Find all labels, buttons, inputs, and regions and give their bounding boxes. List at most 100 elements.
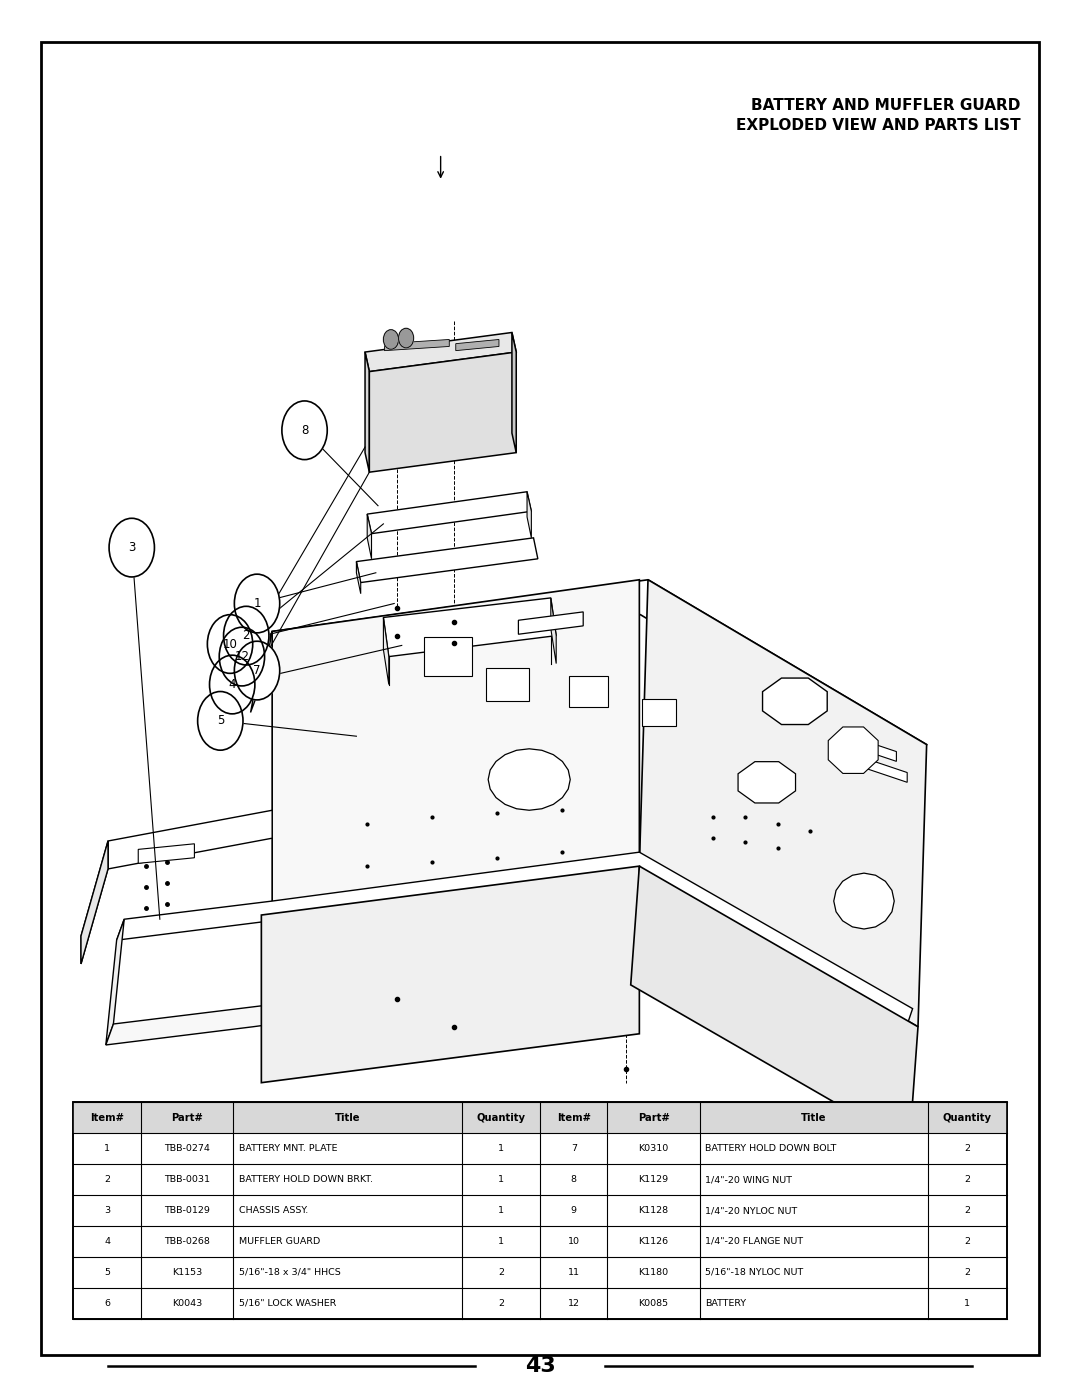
Polygon shape [384, 339, 449, 351]
Polygon shape [834, 873, 894, 929]
Polygon shape [365, 332, 516, 372]
Polygon shape [367, 514, 372, 559]
Circle shape [109, 518, 154, 577]
Text: 3: 3 [104, 1206, 110, 1215]
Polygon shape [512, 332, 516, 453]
Text: 1/4"-20 WING NUT: 1/4"-20 WING NUT [705, 1175, 793, 1185]
Polygon shape [762, 678, 827, 725]
Text: 5/16"-18 NYLOC NUT: 5/16"-18 NYLOC NUT [705, 1268, 804, 1277]
Polygon shape [828, 726, 878, 774]
Text: 11: 11 [640, 1166, 656, 1180]
Text: 2: 2 [498, 1268, 504, 1277]
Polygon shape [738, 761, 796, 803]
Text: BATTERY: BATTERY [705, 1299, 746, 1308]
Text: Part#: Part# [638, 1112, 670, 1123]
Polygon shape [81, 841, 108, 964]
Text: K0310: K0310 [638, 1144, 669, 1153]
Polygon shape [518, 612, 583, 634]
Polygon shape [106, 919, 124, 1045]
Polygon shape [639, 580, 927, 1027]
Text: 8: 8 [301, 423, 308, 437]
Text: K0085: K0085 [638, 1299, 669, 1308]
Circle shape [210, 655, 255, 714]
Text: 7: 7 [254, 664, 260, 678]
Text: K0043: K0043 [172, 1299, 202, 1308]
Text: 2: 2 [964, 1144, 971, 1153]
Circle shape [207, 615, 253, 673]
Polygon shape [117, 852, 913, 1031]
Text: K1129: K1129 [638, 1175, 669, 1185]
Text: 1: 1 [498, 1175, 504, 1185]
Polygon shape [81, 841, 108, 964]
Text: 2: 2 [243, 629, 249, 643]
Text: TBB-0268: TBB-0268 [164, 1236, 210, 1246]
Text: BATTERY HOLD DOWN BOLT: BATTERY HOLD DOWN BOLT [705, 1144, 837, 1153]
Polygon shape [356, 562, 361, 594]
Polygon shape [251, 631, 272, 712]
Bar [73, 1102, 1007, 1319]
Text: 6: 6 [104, 1299, 110, 1308]
Text: K1126: K1126 [638, 1236, 669, 1246]
Text: 12: 12 [568, 1299, 580, 1308]
Text: 2: 2 [964, 1236, 971, 1246]
Text: 1: 1 [498, 1206, 504, 1215]
Polygon shape [367, 492, 531, 534]
Polygon shape [259, 580, 927, 778]
Circle shape [625, 1144, 671, 1203]
Polygon shape [261, 866, 639, 1083]
Polygon shape [106, 957, 905, 1132]
Text: TBB-0031: TBB-0031 [164, 1175, 211, 1185]
Text: 10: 10 [568, 1236, 580, 1246]
Text: TBB-0274: TBB-0274 [164, 1144, 210, 1153]
Text: BATTERY MNT. PLATE: BATTERY MNT. PLATE [239, 1144, 337, 1153]
Text: MUFFLER GUARD: MUFFLER GUARD [239, 1236, 320, 1246]
Circle shape [219, 627, 265, 686]
Text: 5: 5 [104, 1268, 110, 1277]
Bar [73, 1102, 1007, 1319]
Text: BATTERY AND MUFFLER GUARD
EXPLODED VIEW AND PARTS LIST: BATTERY AND MUFFLER GUARD EXPLODED VIEW … [735, 98, 1021, 133]
Text: TBB-0129: TBB-0129 [164, 1206, 210, 1215]
Polygon shape [631, 866, 918, 1146]
Circle shape [399, 1133, 444, 1192]
Polygon shape [853, 754, 907, 782]
Text: 9: 9 [418, 1155, 424, 1169]
Polygon shape [424, 637, 472, 676]
Text: Quantity: Quantity [943, 1112, 991, 1123]
Text: Quantity: Quantity [476, 1112, 525, 1123]
Circle shape [224, 606, 269, 665]
Polygon shape [383, 598, 556, 657]
Polygon shape [488, 749, 570, 810]
Text: K1180: K1180 [638, 1268, 669, 1277]
Text: Item#: Item# [557, 1112, 591, 1123]
Text: Item#: Item# [91, 1112, 124, 1123]
Circle shape [647, 1112, 692, 1171]
Text: 4: 4 [229, 678, 235, 692]
Circle shape [234, 641, 280, 700]
Text: 7: 7 [570, 1144, 577, 1153]
Polygon shape [383, 617, 389, 685]
Text: Title: Title [335, 1112, 361, 1123]
Text: 5: 5 [217, 714, 224, 728]
Text: Title: Title [801, 1112, 827, 1123]
Text: K1153: K1153 [172, 1268, 202, 1277]
Text: 6: 6 [666, 1134, 673, 1148]
Polygon shape [456, 339, 499, 351]
Text: CHASSIS ASSY.: CHASSIS ASSY. [239, 1206, 308, 1215]
Polygon shape [569, 676, 608, 707]
Polygon shape [551, 598, 556, 664]
Polygon shape [356, 538, 538, 583]
Text: 2: 2 [498, 1299, 504, 1308]
Text: 3: 3 [129, 541, 135, 555]
Text: 2: 2 [964, 1206, 971, 1215]
Circle shape [282, 401, 327, 460]
Text: 1: 1 [254, 597, 260, 610]
Text: 1: 1 [498, 1236, 504, 1246]
Circle shape [399, 328, 414, 348]
Circle shape [198, 692, 243, 750]
Text: 2: 2 [104, 1175, 110, 1185]
Text: 43: 43 [525, 1356, 555, 1376]
Polygon shape [272, 580, 639, 915]
Text: 10: 10 [222, 637, 238, 651]
Text: 1: 1 [104, 1144, 110, 1153]
Text: K1128: K1128 [638, 1206, 669, 1215]
